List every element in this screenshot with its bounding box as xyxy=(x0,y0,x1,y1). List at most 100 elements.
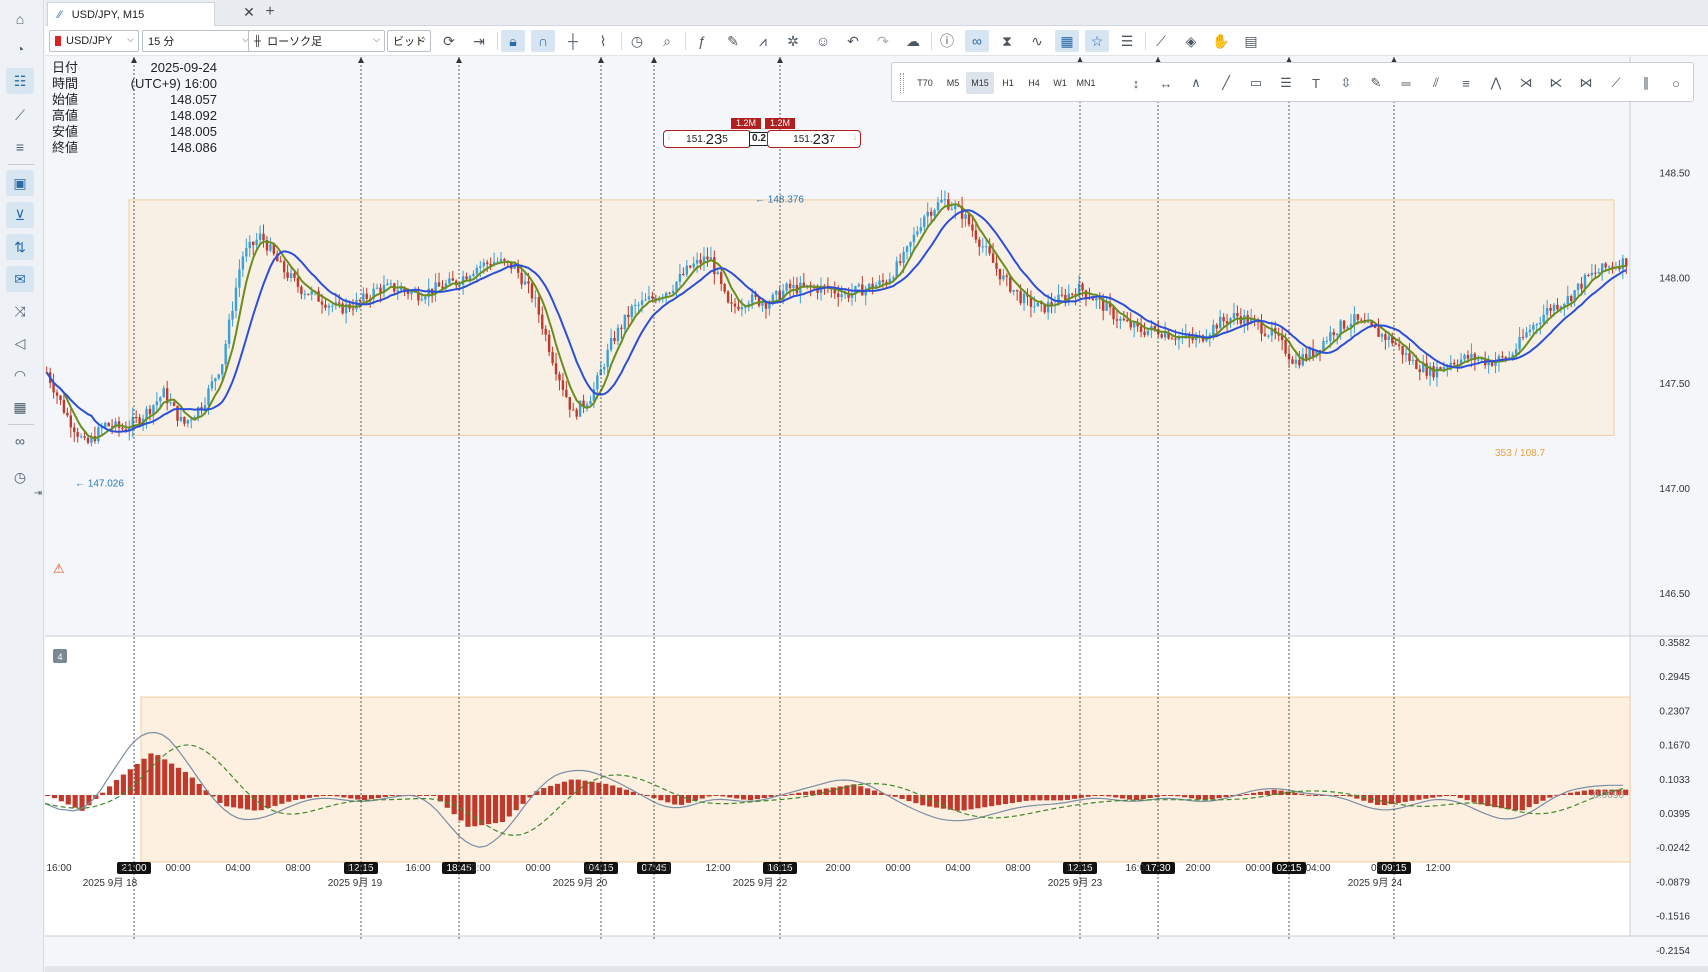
macd-bar xyxy=(554,783,561,795)
vertical-fit-icon[interactable]: ⇳ xyxy=(1340,75,1352,90)
layers-list-icon[interactable]: ☰ xyxy=(1120,32,1134,49)
save-icon[interactable]: ▤ xyxy=(1244,32,1258,49)
scroll-end-icon[interactable]: ⇥ xyxy=(473,32,485,49)
regression-icon[interactable]: ⟋ xyxy=(1611,75,1621,90)
clock-icon[interactable]: ◷ xyxy=(630,32,644,49)
timeframe-select[interactable]: 15 分 ⌵ xyxy=(142,30,254,52)
link-icon[interactable]: ∞ xyxy=(965,30,989,52)
layers-icon[interactable]: ◈ xyxy=(1185,32,1197,49)
gann-icon[interactable]: ⋊ xyxy=(1519,75,1533,90)
horizontal-resize-icon[interactable]: ↔ xyxy=(1159,75,1173,91)
chart-tab[interactable]: ⁄⁄ USD/JPY, M15 xyxy=(47,2,215,26)
timeframe-mn1[interactable]: MN1 xyxy=(1076,78,1096,88)
pencil-icon[interactable]: ✎ xyxy=(727,32,739,49)
candle-body xyxy=(437,282,441,287)
shuffle-icon[interactable]: ⤨ xyxy=(14,302,26,319)
fan-icon[interactable]: ⋀ xyxy=(1490,75,1502,90)
channel-icon[interactable]: ⫽ xyxy=(1433,75,1439,90)
undo-icon[interactable]: ↶ xyxy=(847,32,859,49)
vertical-resize-icon[interactable]: ↕ xyxy=(1132,75,1140,91)
candle-body xyxy=(1067,293,1070,301)
macd-bar xyxy=(1567,792,1574,795)
buy-button[interactable]: 151. 23 7 ⦙ xyxy=(767,130,861,148)
add-tab-icon[interactable]: + xyxy=(265,3,275,20)
symbol-select[interactable]: USD/JPY ⌵ xyxy=(49,30,139,52)
candle-body xyxy=(1573,290,1576,301)
timeframe-h1[interactable]: H1 xyxy=(1002,78,1014,88)
gauge-icon[interactable]: ◷ xyxy=(13,468,27,485)
compass-icon[interactable]: ⩘ xyxy=(759,32,767,49)
candle-body xyxy=(379,287,382,293)
candle-body xyxy=(190,419,193,421)
drop-icon[interactable]: ◔ xyxy=(15,41,25,57)
pencil-icon[interactable]: ✎ xyxy=(1370,75,1382,90)
candle-body xyxy=(513,264,516,269)
text-icon[interactable]: T xyxy=(1312,75,1320,91)
refresh-icon[interactable]: ⟳ xyxy=(443,32,455,49)
star-icon[interactable]: ☆ xyxy=(1085,30,1109,52)
network-icon[interactable]: ✲ xyxy=(787,32,799,49)
timeframe-t70[interactable]: T70 xyxy=(917,78,933,88)
indicator-icon[interactable]: ⟋ xyxy=(1156,32,1166,49)
timeframe-w1[interactable]: W1 xyxy=(1053,78,1067,88)
lock-icon[interactable]: 🔒︎ xyxy=(501,30,525,52)
trend-icon[interactable]: ⟋ xyxy=(15,106,25,123)
crosshair-icon[interactable]: ┼ xyxy=(568,33,578,49)
candle-body xyxy=(695,259,699,264)
cart-icon[interactable]: ⊻ xyxy=(6,202,34,228)
speaker-icon[interactable]: ◁ xyxy=(14,334,26,351)
palette-icon[interactable]: ✋ xyxy=(1212,32,1230,49)
horizontal-scrollbar[interactable] xyxy=(45,966,1708,972)
macd-bar xyxy=(1182,795,1188,798)
parallel-icon[interactable]: ≡ xyxy=(1462,75,1470,91)
macd-bar xyxy=(424,795,430,796)
horizontal-line-icon[interactable]: ═ xyxy=(1401,75,1411,91)
calendar-icon[interactable]: ▦ xyxy=(1055,30,1079,52)
tree-icon[interactable]: ☷ xyxy=(6,68,34,94)
rss-icon[interactable]: ◠ xyxy=(13,366,27,383)
pitchfork-icon[interactable]: ⋈ xyxy=(1579,75,1593,90)
candle-body xyxy=(1384,334,1387,340)
timeframe-m5[interactable]: M5 xyxy=(946,78,960,88)
list-icon[interactable]: ≡ xyxy=(15,139,25,155)
macd-bar xyxy=(1499,795,1505,809)
close-icon[interactable]: ✕ xyxy=(243,4,255,20)
candle-body xyxy=(1377,327,1380,337)
macd-bar xyxy=(548,785,554,795)
expand-icon[interactable]: ⇥ xyxy=(33,487,43,499)
price-side-select[interactable]: ビッド ⌵ xyxy=(387,30,431,52)
magnet-icon[interactable]: ∩ xyxy=(531,30,555,52)
hourglass-icon[interactable]: ⧗ xyxy=(1002,32,1012,49)
calculator-icon[interactable]: ▦ xyxy=(13,398,27,415)
macd-bar xyxy=(437,795,443,802)
bookmark-icon[interactable]: ⌂ xyxy=(15,11,25,27)
align-left-icon[interactable]: ☰ xyxy=(1280,75,1292,90)
timeframe-m15[interactable]: M15 xyxy=(966,72,994,94)
trendline-icon[interactable]: ╱ xyxy=(1222,75,1230,90)
drag-handle[interactable] xyxy=(900,73,904,93)
chart-type-select[interactable]: ╫ ローソク足 ⌵ xyxy=(248,30,385,52)
timeframe-h4[interactable]: H4 xyxy=(1028,78,1040,88)
zoom-icon[interactable]: ⌕ xyxy=(663,32,671,49)
ruler-icon[interactable]: ⌇ xyxy=(599,32,607,49)
cloud-delete-icon[interactable]: ☁ xyxy=(906,32,920,49)
candle-body xyxy=(403,287,406,291)
candle-body xyxy=(234,287,238,311)
sell-button[interactable]: ⦙ 151. 23 5 xyxy=(663,130,751,148)
mail-icon[interactable]: ✉ xyxy=(6,266,34,292)
function-icon[interactable]: ƒ xyxy=(698,33,706,49)
briefcase-icon[interactable]: ▣ xyxy=(6,170,34,196)
double-line-icon[interactable]: ∥ xyxy=(1642,75,1650,90)
wave-icon[interactable]: ∿ xyxy=(1031,32,1043,49)
exchange-icon[interactable]: ⇅ xyxy=(6,234,34,260)
face-icon[interactable]: ☺ xyxy=(815,33,831,49)
link-icon[interactable]: ∞ xyxy=(15,433,25,449)
chart-area[interactable]: 149.00148.50148.00147.50147.00146.500.35… xyxy=(45,57,1708,972)
info-icon[interactable]: ⓘ xyxy=(940,33,954,49)
fibo-icon[interactable]: ⋉ xyxy=(1549,75,1563,90)
angle-icon[interactable]: ∧ xyxy=(1191,75,1201,90)
redo-icon[interactable]: ↷ xyxy=(877,32,889,49)
circle-icon[interactable]: ○ xyxy=(1672,75,1680,91)
chart-canvas[interactable]: 149.00148.50148.00147.50147.00146.500.35… xyxy=(45,57,1708,972)
callout-icon[interactable]: ▭ xyxy=(1249,75,1263,90)
